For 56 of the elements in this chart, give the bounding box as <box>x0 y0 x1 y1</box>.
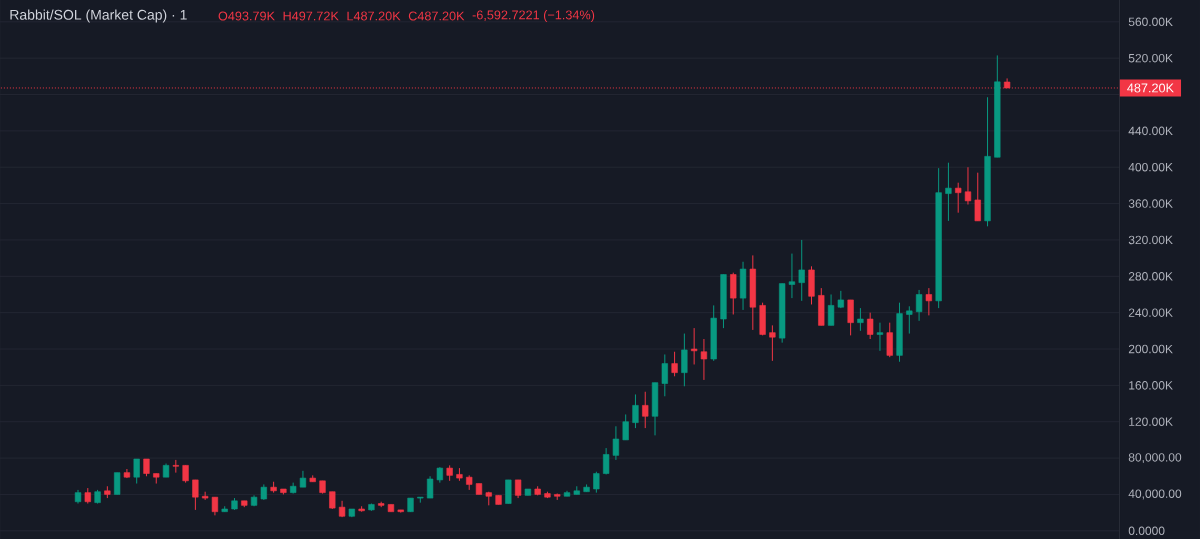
y-tick-label: 440.00K <box>1128 126 1173 136</box>
candlestick <box>955 182 962 214</box>
candlestick <box>945 162 952 222</box>
candlestick <box>671 351 678 377</box>
candlestick <box>876 322 884 352</box>
candlestick <box>192 479 199 511</box>
y-tick-label: 360.00K <box>1128 199 1173 208</box>
annotation: L487.20K <box>347 11 401 21</box>
candlestick <box>133 458 140 485</box>
candlestick <box>827 293 835 326</box>
annotation: -6,592.7221 (−1.34%) <box>472 10 595 22</box>
candlestick <box>593 471 600 494</box>
candlestick <box>114 472 121 495</box>
candlestick <box>700 338 708 381</box>
candlestick <box>886 322 893 358</box>
candlestick <box>632 393 639 429</box>
candlestick <box>681 333 688 387</box>
candlestick <box>514 479 522 499</box>
candlestick <box>691 327 698 365</box>
y-tick-label: 80,000.00 <box>1128 453 1182 464</box>
y-tick-label: 40,000.00 <box>1128 489 1182 500</box>
candlestick <box>906 305 913 335</box>
y-tick-label: 320.00K <box>1128 235 1173 245</box>
candlestick <box>622 413 629 441</box>
y-tick-label: 160.00K <box>1129 381 1173 390</box>
candlestick <box>925 287 932 316</box>
y-tick-label: 0.0000 <box>1128 526 1165 536</box>
annotation: H497.72K <box>283 11 339 21</box>
candlestick <box>602 447 610 475</box>
candlestick <box>211 496 219 516</box>
candlestick <box>730 272 737 315</box>
candlestick <box>974 172 981 222</box>
candlestick <box>642 391 649 429</box>
y-tick-label: 520.00K <box>1128 53 1173 63</box>
y-tick-label: 120.00K <box>1129 417 1173 426</box>
candlestick <box>612 425 620 461</box>
candlestick <box>661 353 668 397</box>
candlestick <box>798 239 805 302</box>
candlestick <box>857 307 864 332</box>
text: Rabbit/SOL (Market Cap) · 1 <box>10 9 187 23</box>
candlestick <box>769 324 776 362</box>
candlestick <box>426 475 434 499</box>
annotation: O493.79K <box>218 11 275 21</box>
candlestick <box>788 253 796 299</box>
y-tick-label: 560.00K <box>1128 17 1173 27</box>
annotation: C487.20K <box>408 11 465 21</box>
candlestick <box>505 479 512 505</box>
ref-line-label: 487.20K <box>1127 83 1174 93</box>
y-tick-label: 280.00K <box>1128 272 1173 281</box>
y-tick-label: 400.00K <box>1128 162 1173 172</box>
candlestick <box>915 289 923 322</box>
candlestick <box>867 312 874 340</box>
y-tick-label: 240.00K <box>1128 308 1173 317</box>
y-tick-label: 200.00K <box>1128 344 1173 354</box>
candlestick <box>847 299 854 336</box>
candlestick <box>964 166 972 205</box>
